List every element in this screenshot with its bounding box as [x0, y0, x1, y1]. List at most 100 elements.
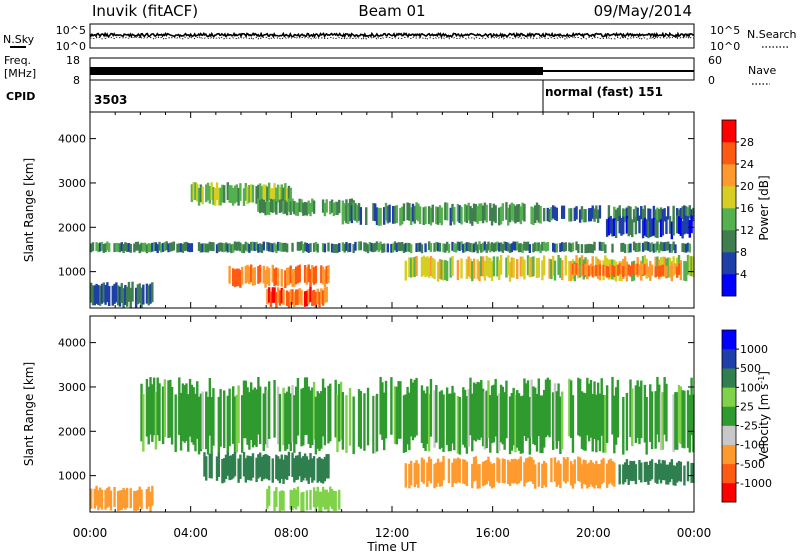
data-cell: [614, 387, 618, 445]
data-cell: [140, 242, 143, 252]
data-cell: [456, 260, 460, 281]
data-cell: [386, 243, 390, 253]
data-cell: [490, 385, 494, 444]
data-cell: [643, 217, 647, 236]
colorbar-swatch: [722, 463, 736, 484]
data-cell: [260, 186, 264, 204]
data-cell: [611, 265, 614, 277]
data-cell: [604, 244, 607, 254]
data-cell: [357, 241, 361, 251]
data-cell: [321, 290, 325, 306]
data-cell: [249, 241, 253, 251]
data-cell: [654, 462, 657, 483]
data-cell: [273, 183, 276, 201]
data-cell: [212, 187, 215, 205]
data-cell: [307, 459, 310, 484]
data-cell: [235, 394, 239, 453]
data-cell: [257, 454, 260, 479]
data-cell: [589, 460, 593, 485]
data-cell: [548, 379, 551, 438]
colorbar-swatch: [722, 142, 736, 165]
data-cell: [271, 199, 274, 213]
data-cell: [190, 384, 194, 443]
data-cell: [409, 378, 413, 437]
data-cell: [199, 184, 203, 203]
data-cell: [345, 395, 348, 453]
colorbar-swatch: [722, 406, 736, 426]
data-cell: [228, 265, 231, 284]
colorbar-tick-label: 24: [740, 158, 754, 171]
data-cell: [203, 243, 206, 253]
data-cell: [163, 379, 167, 437]
data-cell: [174, 394, 177, 453]
data-cell: [492, 243, 496, 253]
data-cell: [523, 462, 526, 487]
data-cell: [553, 260, 557, 281]
data-cell: [668, 462, 672, 483]
data-cell: [154, 242, 158, 252]
data-cell: [352, 396, 355, 455]
data-cell: [321, 459, 325, 484]
data-cell: [685, 243, 688, 253]
data-cell: [496, 241, 499, 251]
data-cell: [584, 209, 587, 223]
data-cell: [490, 261, 494, 281]
data-cell: [551, 255, 555, 276]
data-cell: [179, 243, 183, 253]
data-cell: [578, 378, 582, 437]
data-cell: [474, 204, 478, 222]
data-cell: [557, 460, 560, 485]
data-cell: [291, 385, 294, 443]
data-cell: [151, 384, 154, 442]
data-cell: [685, 206, 688, 220]
data-cell: [383, 207, 386, 225]
data-cell: [233, 396, 237, 455]
data-cell: [111, 285, 114, 306]
data-cell: [465, 461, 469, 487]
data-cell: [260, 244, 264, 254]
data-cell: [102, 244, 105, 253]
data-cell: [683, 205, 686, 219]
data-cell: [467, 256, 470, 277]
data-cell: [605, 219, 609, 237]
data-cell: [454, 243, 458, 253]
data-cell: [140, 287, 143, 308]
data-cell: [300, 457, 303, 483]
cpid-label: CPID: [6, 90, 35, 103]
data-cell: [284, 200, 287, 214]
data-cell: [465, 259, 469, 279]
data-cell: [634, 216, 638, 235]
data-cell: [600, 459, 603, 484]
data-cell: [535, 393, 539, 452]
data-cell: [307, 386, 310, 445]
data-cell: [199, 393, 203, 452]
data-cell: [471, 208, 474, 226]
data-cell: [145, 283, 149, 304]
data-cell: [298, 451, 301, 477]
data-cell: [343, 203, 346, 221]
data-cell: [249, 382, 253, 440]
data-cell: [156, 377, 159, 436]
colorbar-tick-label: 100: [740, 381, 761, 394]
data-cell: [598, 464, 602, 489]
colorbar-swatch: [722, 349, 736, 369]
data-cell: [605, 463, 609, 488]
data-cell: [415, 202, 418, 220]
data-cell: [456, 457, 460, 482]
data-cell: [577, 456, 580, 481]
data-cell: [289, 489, 292, 510]
data-cell: [427, 393, 431, 452]
data-cell: [516, 390, 519, 448]
data-cell: [528, 257, 532, 278]
data-cell: [395, 243, 398, 252]
data-cell: [249, 456, 253, 481]
data-cell: [151, 242, 154, 252]
data-cell: [458, 242, 461, 251]
data-cell: [208, 185, 212, 204]
data-cell: [681, 206, 684, 220]
data-cell: [276, 184, 280, 203]
data-cell: [192, 182, 195, 200]
data-cell: [267, 268, 271, 286]
data-cell: [422, 255, 425, 276]
data-cell: [273, 198, 276, 213]
